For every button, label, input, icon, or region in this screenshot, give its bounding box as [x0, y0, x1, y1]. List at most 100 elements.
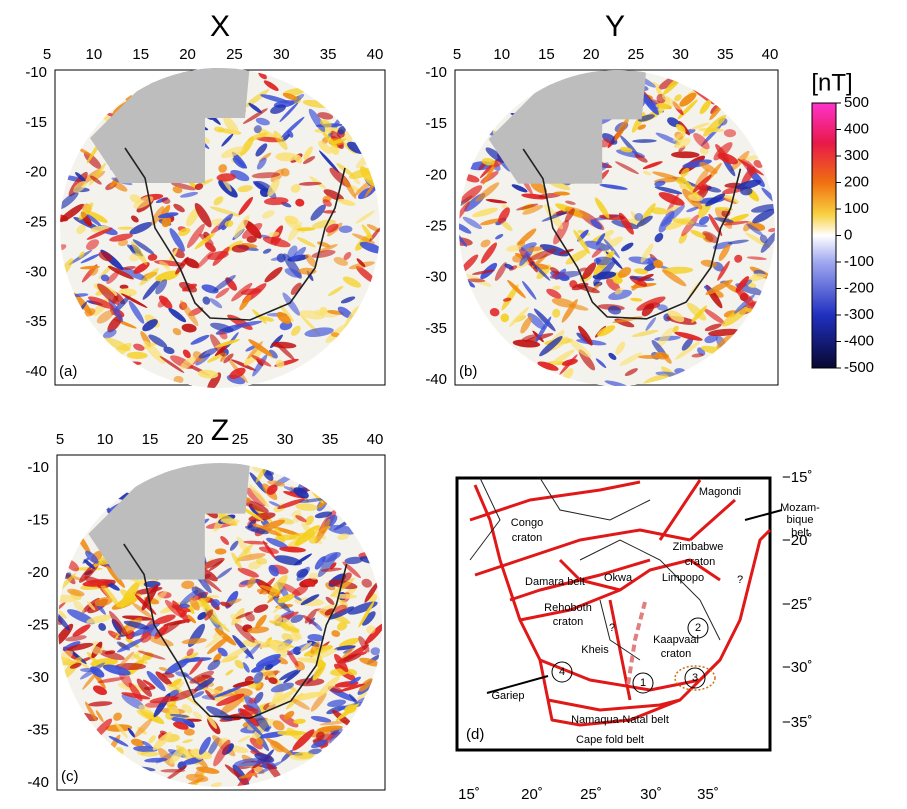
- anomaly: [192, 711, 203, 720]
- anomaly: [675, 341, 700, 360]
- anomaly: [333, 257, 348, 266]
- anomaly: [288, 532, 311, 540]
- map-label: Gariep: [491, 690, 524, 702]
- y-tick-label: -10: [425, 64, 447, 81]
- anomaly: [699, 99, 712, 115]
- anomaly: [122, 265, 136, 270]
- map-label: 3: [692, 672, 698, 684]
- anomaly: [253, 671, 264, 684]
- anomaly: [230, 169, 250, 182]
- anomaly: [256, 557, 268, 565]
- anomaly: [266, 695, 292, 712]
- anomaly: [242, 715, 264, 737]
- anomaly: [284, 268, 302, 278]
- x-tick-label: 15: [132, 46, 149, 63]
- anomaly: [682, 159, 712, 169]
- anomaly: [182, 283, 197, 292]
- anomaly: [358, 651, 368, 656]
- anomaly: [83, 151, 102, 170]
- anomaly: [180, 356, 196, 370]
- colorbar: [811, 102, 837, 369]
- anomaly: [80, 253, 100, 264]
- anomaly: [678, 232, 688, 244]
- anomaly: [672, 325, 679, 333]
- anomaly: [319, 306, 328, 315]
- anomaly: [761, 187, 775, 206]
- anomaly: [466, 278, 486, 283]
- anomaly: [653, 259, 664, 269]
- anomaly: [608, 289, 632, 301]
- anomaly: [595, 358, 607, 369]
- anomaly: [234, 758, 265, 767]
- anomaly: [529, 248, 557, 261]
- anomaly: [631, 329, 659, 337]
- anomaly: [722, 194, 739, 204]
- y-tick-label: -20: [27, 564, 49, 581]
- anomaly: [328, 285, 344, 297]
- anomaly: [106, 565, 126, 588]
- anomaly: [310, 716, 332, 723]
- no-data: [488, 70, 647, 184]
- anomaly: [199, 574, 222, 593]
- anomaly: [129, 221, 153, 235]
- anomaly: [179, 590, 199, 607]
- anomaly: [246, 236, 257, 243]
- anomaly: [260, 94, 290, 104]
- colorbar-tick-label: 100: [844, 200, 869, 217]
- anomaly: [154, 624, 169, 640]
- anomaly: [182, 739, 193, 744]
- anomaly: [330, 138, 347, 145]
- anomaly: [225, 669, 234, 676]
- anomaly: [120, 293, 148, 308]
- anomaly: [520, 242, 537, 251]
- anomaly: [89, 266, 99, 276]
- anomaly: [291, 510, 302, 517]
- anomaly: [117, 226, 134, 230]
- anomaly: [703, 114, 727, 137]
- anomaly: [485, 199, 508, 204]
- anomaly: [564, 208, 575, 223]
- anomaly: [304, 515, 315, 526]
- anomaly: [686, 302, 707, 321]
- anomaly: [245, 345, 257, 352]
- anomaly: [194, 202, 212, 228]
- anomaly: [667, 310, 685, 323]
- anomaly: [670, 151, 700, 159]
- anomaly: [245, 612, 255, 622]
- anomaly: [126, 351, 148, 359]
- anomaly: [552, 308, 561, 318]
- anomaly: [636, 215, 653, 227]
- anomaly: [213, 739, 231, 767]
- anomaly: [173, 203, 185, 213]
- anomaly: [194, 232, 216, 250]
- anomaly: [189, 658, 204, 675]
- anomaly: [287, 245, 298, 259]
- anomaly: [337, 198, 356, 206]
- anomaly: [722, 306, 748, 327]
- anomaly: [181, 704, 193, 714]
- anomaly: [241, 243, 258, 248]
- anomaly: [688, 194, 704, 202]
- site-marker: [684, 667, 706, 689]
- anomaly: [593, 260, 616, 285]
- anomaly: [98, 650, 125, 661]
- anomaly: [198, 736, 211, 755]
- anomaly: [208, 594, 220, 599]
- anomaly: [504, 263, 514, 270]
- anomaly: [242, 662, 250, 673]
- anomaly: [73, 600, 85, 613]
- anomaly: [630, 297, 643, 302]
- anomaly: [661, 94, 682, 110]
- anomaly: [471, 207, 499, 218]
- anomaly: [173, 375, 184, 384]
- anomaly: [279, 304, 294, 322]
- anomaly: [654, 186, 683, 195]
- anomaly: [296, 227, 316, 232]
- anomaly: [91, 646, 103, 655]
- anomaly: [582, 262, 597, 280]
- y-tick-label: -25: [25, 213, 47, 230]
- anomaly: [186, 648, 194, 656]
- anomaly: [182, 349, 191, 359]
- anomaly: [746, 256, 767, 260]
- anomaly: [271, 341, 297, 349]
